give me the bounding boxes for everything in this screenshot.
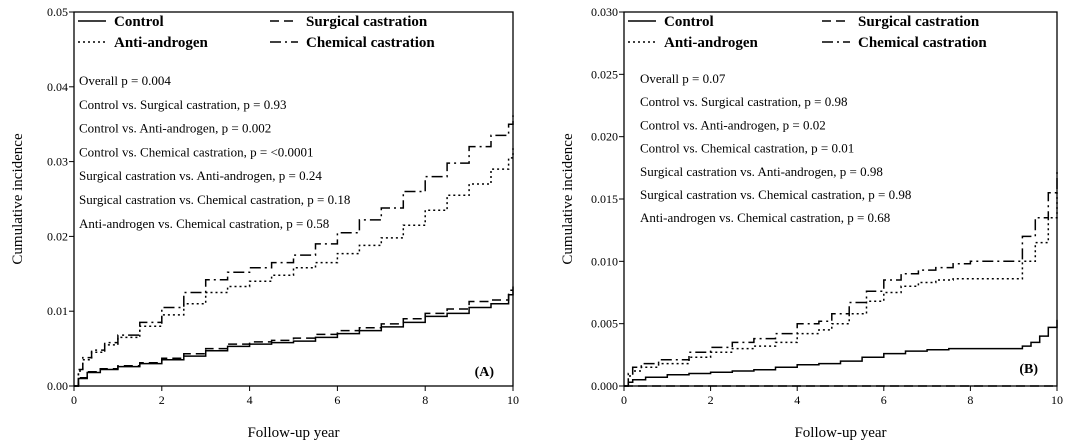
x-axis-title: Follow-up year <box>247 425 339 441</box>
x-tick-label: 10 <box>1051 393 1063 407</box>
p-value-annotation: Control vs. Anti-androgen, p = 0.002 <box>79 121 271 136</box>
x-tick-label: 10 <box>507 393 519 407</box>
panel-label: (B) <box>1019 362 1038 377</box>
x-tick-label: 8 <box>967 393 973 407</box>
y-tick-label: 0.005 <box>591 317 618 331</box>
y-tick-label: 0.00 <box>47 379 68 393</box>
plot-frame <box>73 11 514 387</box>
p-value-annotation: Control vs. Surgical castration, p = 0.9… <box>640 94 848 109</box>
x-tick-label: 2 <box>159 393 165 407</box>
panel-label: (A) <box>475 365 495 380</box>
series-line-surgical-castration <box>74 286 514 387</box>
y-tick-label: 0.01 <box>47 304 68 318</box>
p-value-annotation: Surgical castration vs. Chemical castrat… <box>640 187 911 202</box>
legend-label-anti-androgen: Anti-androgen <box>114 35 209 51</box>
x-tick-label: 0 <box>621 393 627 407</box>
y-tick-label: 0.03 <box>47 155 68 169</box>
legend-label-surgical-castration: Surgical castration <box>306 14 428 30</box>
p-value-annotation: Overall p = 0.07 <box>640 71 726 86</box>
p-value-annotation: Surgical castration vs. Anti-androgen, p… <box>640 164 883 179</box>
legend-label-control: Control <box>664 14 714 30</box>
y-axis-title: Cumulative incidence <box>560 133 576 265</box>
p-value-annotation: Surgical castration vs. Anti-androgen, p… <box>79 168 322 183</box>
y-tick-label: 0.05 <box>47 5 68 19</box>
legend-label-chemical-castration: Chemical castration <box>306 35 435 51</box>
x-tick-label: 0 <box>71 393 77 407</box>
y-tick-label: 0.04 <box>47 80 68 94</box>
y-tick-label: 0.015 <box>591 192 618 206</box>
x-axis-title: Follow-up year <box>794 425 886 441</box>
series-line-anti-androgen <box>74 148 514 387</box>
p-value-annotation: Control vs. Surgical castration, p = 0.9… <box>79 97 287 112</box>
x-tick-label: 4 <box>247 393 253 407</box>
series-line-chemical-castration <box>74 115 514 387</box>
chart-panel-a: 0 2 4 6 8 10 0.00 0.01 0.02 0.03 0.04 0.05 Follow-up… <box>10 5 519 441</box>
x-tick-label: 8 <box>422 393 428 407</box>
y-tick-label: 0.025 <box>591 67 618 81</box>
y-tick-label: 0.010 <box>591 254 618 268</box>
series-line-chemical-castration <box>624 171 1058 387</box>
p-value-annotation: Overall p = 0.004 <box>79 73 171 88</box>
y-tick-label: 0.030 <box>591 5 618 19</box>
p-value-annotation: Control vs. Chemical castration, p = <0.… <box>79 144 314 159</box>
legend-label-control: Control <box>114 14 164 30</box>
legend-label-anti-androgen: Anti-androgen <box>664 35 759 51</box>
series-line-control <box>624 319 1058 387</box>
legend-label-surgical-castration: Surgical castration <box>858 14 980 30</box>
x-tick-label: 4 <box>794 393 800 407</box>
x-tick-label: 2 <box>708 393 714 407</box>
p-value-annotation: Control vs. Chemical castration, p = 0.0… <box>640 141 854 156</box>
x-tick-label: 6 <box>334 393 340 407</box>
p-value-annotation: Control vs. Anti-androgen, p = 0.02 <box>640 117 826 132</box>
y-tick-label: 0.000 <box>591 379 618 393</box>
legend-label-chemical-castration: Chemical castration <box>858 35 987 51</box>
p-value-annotation: Anti-androgen vs. Chemical castration, p… <box>640 210 890 225</box>
x-tick-label: 6 <box>881 393 887 407</box>
chart-panel-b: 0 2 4 6 8 10 0.000 0.005 0.010 0.015 0.020 0.025 0.0… <box>560 5 1063 441</box>
p-value-annotation: Surgical castration vs. Chemical castrat… <box>79 192 350 207</box>
p-value-annotation: Anti-androgen vs. Chemical castration, p… <box>79 216 329 231</box>
y-axis-title: Cumulative incidence <box>10 133 26 265</box>
y-tick-label: 0.020 <box>591 130 618 144</box>
y-tick-label: 0.02 <box>47 229 68 243</box>
